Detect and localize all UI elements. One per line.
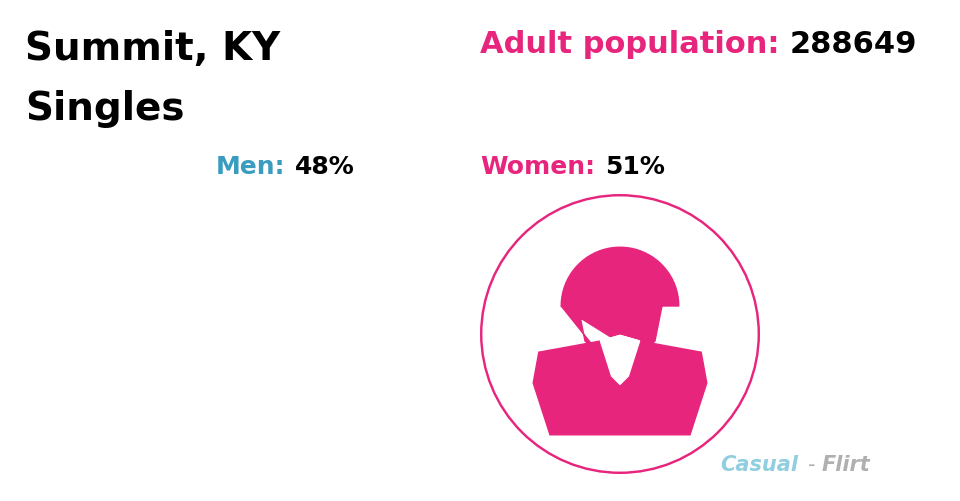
Polygon shape xyxy=(533,341,707,435)
Text: 288649: 288649 xyxy=(790,30,918,59)
Polygon shape xyxy=(600,336,620,385)
Text: Singles: Singles xyxy=(25,90,184,128)
Text: -: - xyxy=(808,454,815,474)
Text: Flirt: Flirt xyxy=(822,454,871,474)
Polygon shape xyxy=(308,360,381,435)
Text: Men:: Men: xyxy=(215,155,285,179)
Text: 51%: 51% xyxy=(605,155,665,179)
Polygon shape xyxy=(600,336,639,341)
Polygon shape xyxy=(281,376,299,439)
FancyBboxPatch shape xyxy=(242,286,252,305)
Polygon shape xyxy=(280,327,300,360)
Polygon shape xyxy=(612,319,629,341)
Circle shape xyxy=(150,194,430,474)
FancyBboxPatch shape xyxy=(327,286,338,305)
Circle shape xyxy=(480,194,760,474)
Circle shape xyxy=(589,262,651,323)
Polygon shape xyxy=(562,248,679,355)
Polygon shape xyxy=(620,336,639,385)
Text: Adult population:: Adult population: xyxy=(480,30,780,59)
Polygon shape xyxy=(199,360,272,435)
Polygon shape xyxy=(286,364,294,376)
Text: 48%: 48% xyxy=(295,155,355,179)
Circle shape xyxy=(251,256,329,334)
Polygon shape xyxy=(272,354,308,435)
Text: Summit, KY: Summit, KY xyxy=(25,30,280,68)
Text: Women:: Women: xyxy=(480,155,595,179)
Text: Casual: Casual xyxy=(720,454,798,474)
